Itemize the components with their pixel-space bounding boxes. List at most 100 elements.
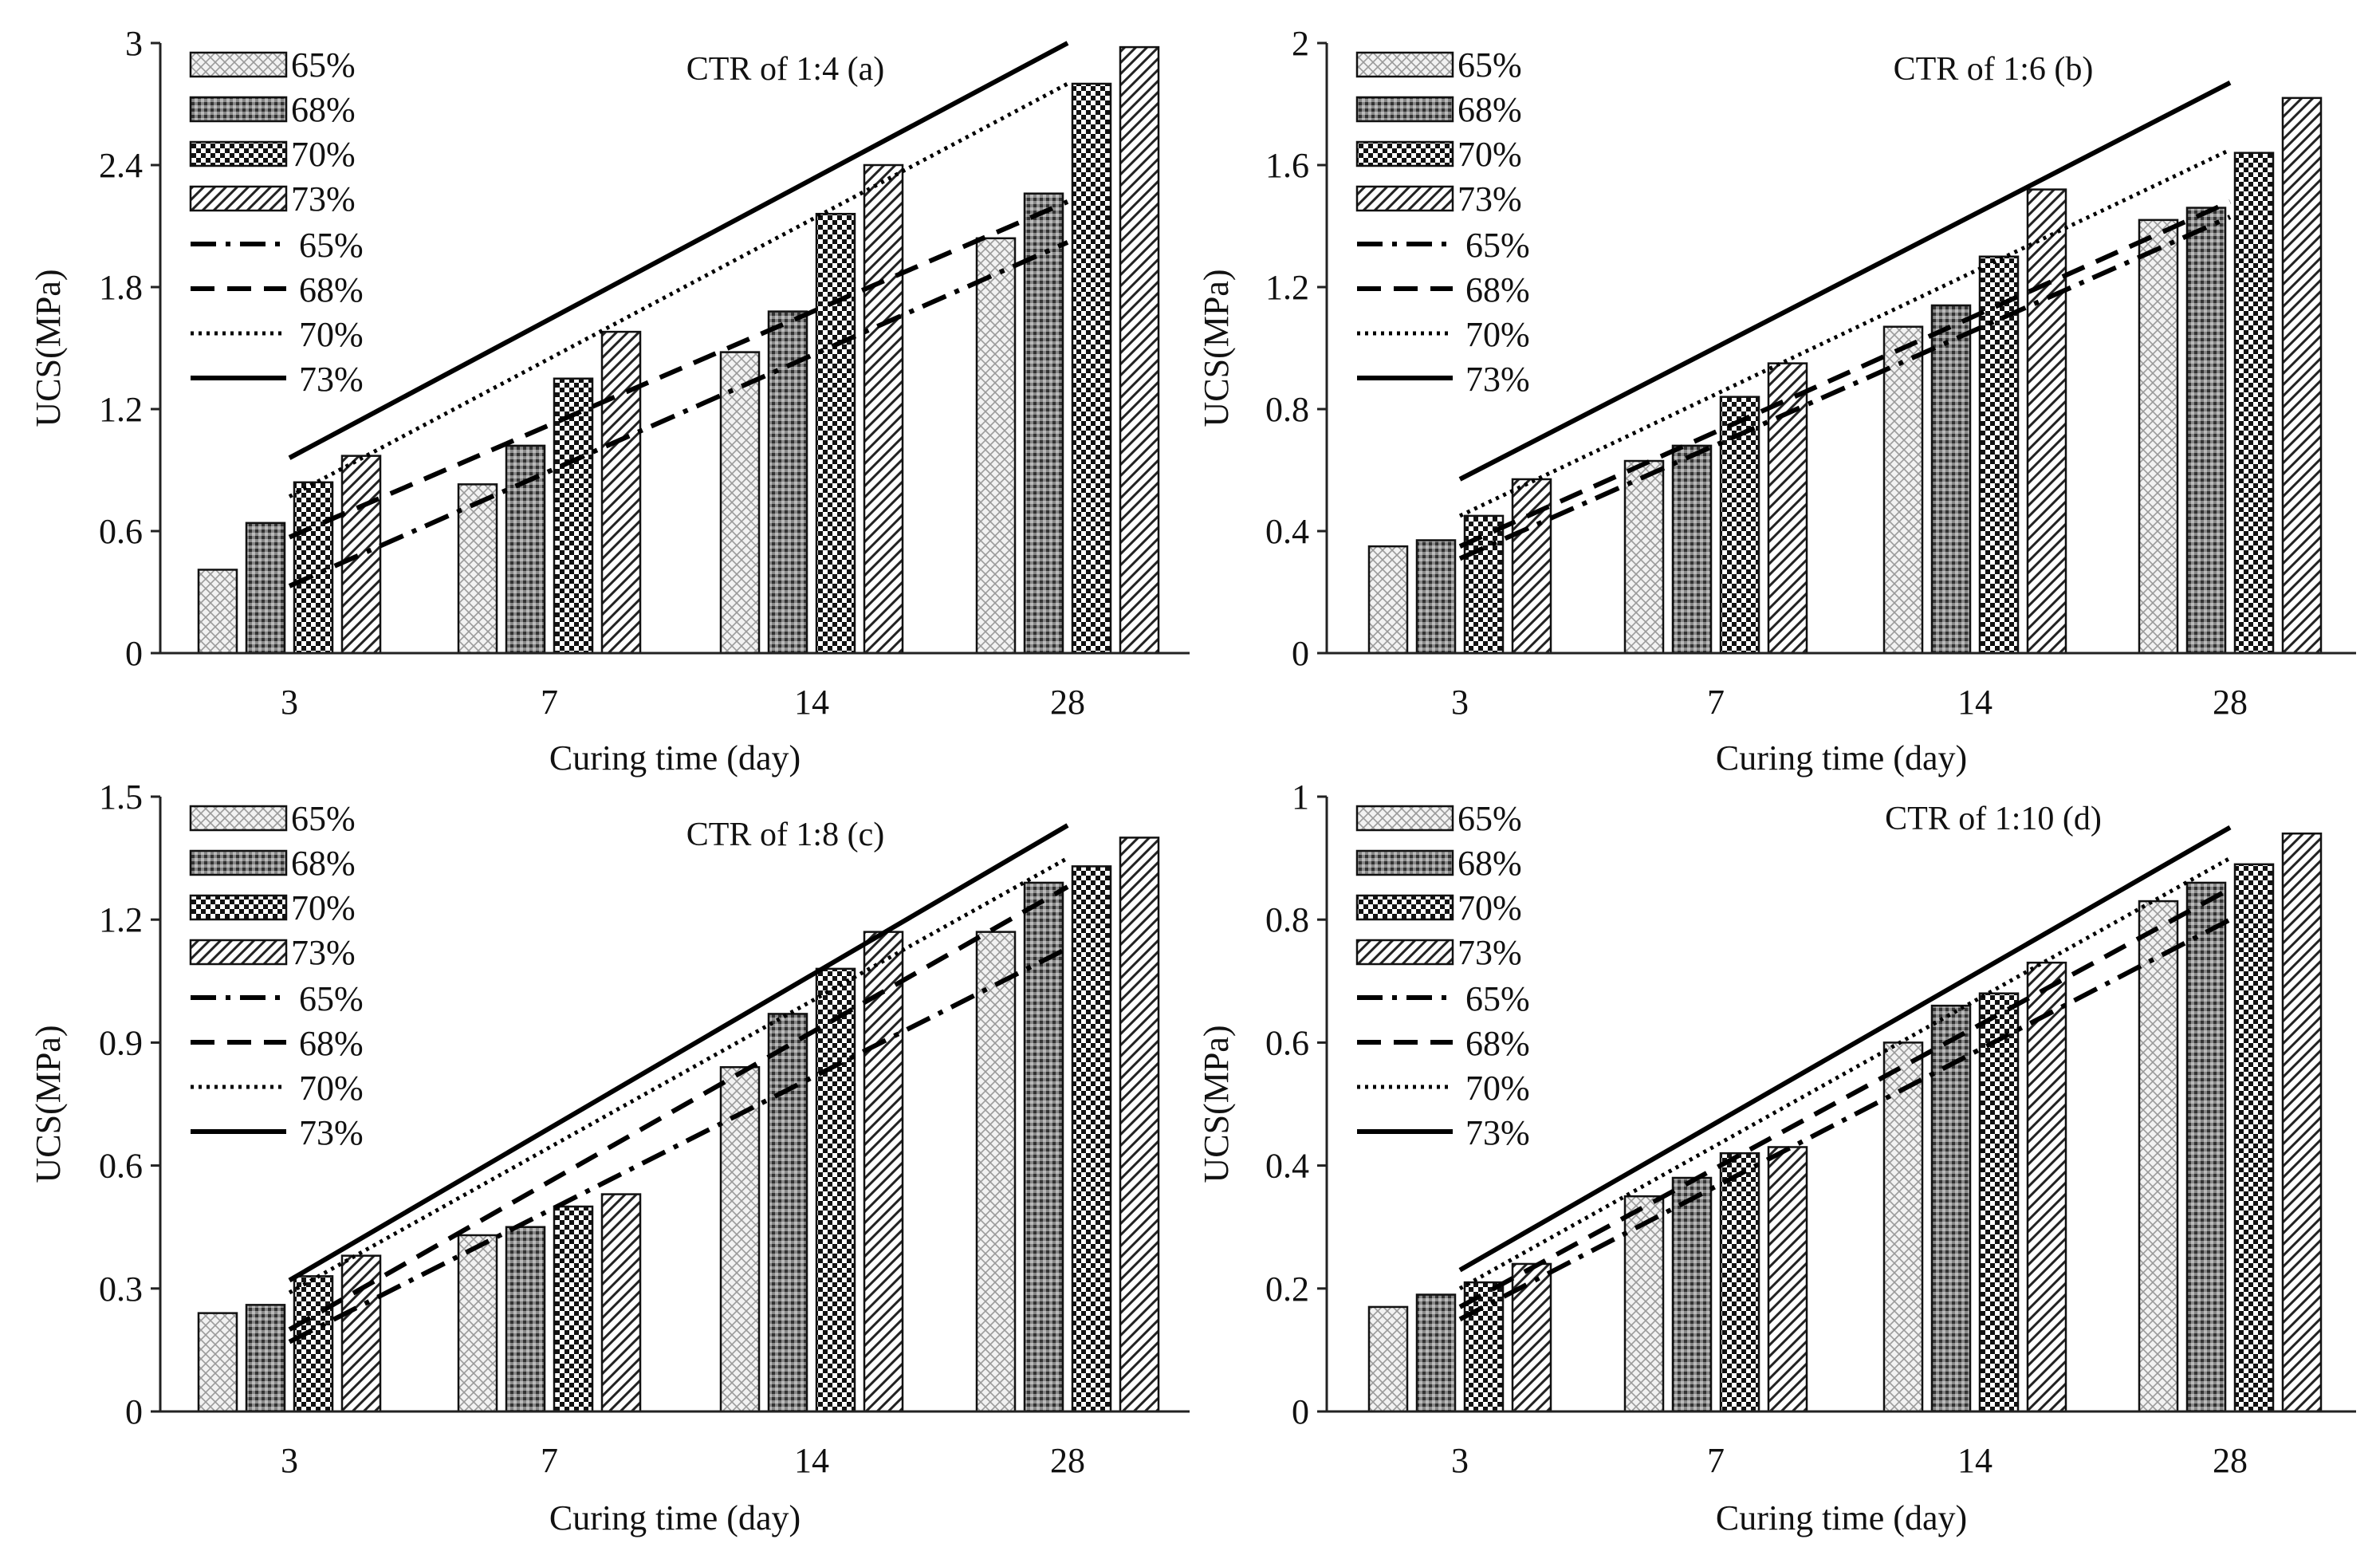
bar-65pct-day-3 bbox=[197, 1312, 238, 1413]
trendline-68pct bbox=[288, 199, 1069, 540]
bar-68pct-day-14 bbox=[1930, 1004, 1972, 1413]
legend-label: 65% bbox=[291, 45, 356, 85]
legend-swatch-bar bbox=[1355, 51, 1454, 78]
bar-70pct-day-28 bbox=[2233, 863, 2275, 1413]
trendline-73pct bbox=[1458, 81, 2232, 482]
bar-65pct-day-7 bbox=[1623, 1195, 1665, 1413]
y-tick-label: 0.8 bbox=[1265, 900, 1309, 939]
legend-label: 68% bbox=[299, 1024, 364, 1063]
legend-label: 70% bbox=[299, 315, 364, 354]
trendline-68pct bbox=[1458, 887, 2232, 1309]
bar-65pct-day-28 bbox=[2138, 218, 2179, 655]
trendline-70pct bbox=[288, 856, 1069, 1295]
legend-label: 73% bbox=[291, 179, 356, 218]
bar-65pct-day-14 bbox=[719, 1065, 761, 1413]
legend-swatch-bar bbox=[189, 96, 288, 123]
trendline-70pct bbox=[1458, 856, 2232, 1290]
legend: 65% 68% 70% 73% 65% 68% 70% 73% bbox=[1355, 799, 1530, 1152]
y-tick-label: 0.4 bbox=[1265, 512, 1309, 551]
bar-73pct-day-7 bbox=[1767, 1146, 1808, 1413]
y-tick-label: 0 bbox=[1292, 1392, 1309, 1431]
x-tick-label: 28 bbox=[1050, 683, 1085, 722]
bar-70pct-day-7 bbox=[1719, 1152, 1760, 1413]
y-tick-label: 0 bbox=[1292, 634, 1309, 673]
bar-68pct-day-7 bbox=[1671, 1176, 1713, 1413]
bar-68pct-day-3 bbox=[1415, 1293, 1457, 1413]
bar-73pct-day-14 bbox=[863, 931, 904, 1413]
bar-73pct-day-14 bbox=[863, 163, 904, 655]
chart-panel-d: 0 0.2 0.4 0.6 0.8 1 3 7 14 28 Curing time (day) UCS… bbox=[1197, 778, 2356, 1537]
legend-label: 68% bbox=[1458, 844, 1522, 883]
bar-70pct-day-7 bbox=[553, 1205, 594, 1413]
bar-70pct-day-14 bbox=[1978, 992, 2020, 1413]
bar-68pct-day-3 bbox=[245, 1304, 286, 1413]
bar-70pct-day-28 bbox=[2233, 152, 2275, 655]
trendline-65pct bbox=[1458, 917, 2232, 1322]
bar-68pct-day-14 bbox=[1930, 304, 1972, 655]
bar-68pct-day-3 bbox=[245, 522, 286, 655]
legend-swatch-bar bbox=[189, 185, 288, 212]
x-axis-label: Curing time (day) bbox=[549, 738, 801, 778]
y-axis-label: UCS(MPa) bbox=[29, 1025, 68, 1183]
bar-68pct-day-28 bbox=[2185, 207, 2227, 655]
legend-label: 73% bbox=[291, 933, 356, 972]
x-tick-label: 28 bbox=[2213, 683, 2248, 722]
legend-swatch-bar bbox=[1355, 805, 1454, 832]
x-tick-label: 7 bbox=[1707, 683, 1725, 722]
legend-label: 70% bbox=[1458, 135, 1522, 174]
bar-65pct-day-14 bbox=[719, 351, 761, 655]
bar-65pct-day-3 bbox=[1367, 1305, 1409, 1413]
legend-swatch-bar bbox=[189, 140, 288, 167]
chart-title: CTR of 1:8 (c) bbox=[686, 817, 884, 853]
bar-70pct-day-7 bbox=[1719, 396, 1760, 655]
bar-70pct-day-28 bbox=[1071, 865, 1112, 1413]
legend-label: 68% bbox=[1458, 90, 1522, 129]
trendline-73pct bbox=[288, 41, 1069, 460]
chart-panel-a: 0 0.6 1.2 1.8 2.4 3 3 7 14 28 Curing time (day) UCS… bbox=[29, 24, 1190, 778]
legend-label: 65% bbox=[291, 799, 356, 838]
bar-65pct-day-14 bbox=[1882, 1041, 1924, 1413]
legend-label: 73% bbox=[1465, 360, 1530, 399]
bar-68pct-day-14 bbox=[767, 310, 808, 655]
y-tick-label: 3 bbox=[125, 24, 143, 63]
legend-label: 70% bbox=[1465, 315, 1530, 354]
bar-68pct-day-3 bbox=[1415, 539, 1457, 655]
y-tick-label: 0.9 bbox=[99, 1023, 143, 1062]
bar-65pct-day-7 bbox=[457, 1234, 498, 1413]
trendline-73pct bbox=[288, 823, 1069, 1283]
bar-70pct-day-3 bbox=[1463, 1281, 1505, 1413]
y-tick-label: 0.6 bbox=[99, 1147, 143, 1186]
bar-68pct-day-28 bbox=[2185, 881, 2227, 1413]
legend-label: 70% bbox=[291, 888, 356, 927]
x-tick-label: 7 bbox=[1707, 1441, 1725, 1480]
y-tick-label: 0 bbox=[125, 634, 143, 673]
trendline-70pct bbox=[1458, 148, 2232, 518]
trendline-65pct bbox=[288, 946, 1069, 1344]
x-tick-label: 28 bbox=[2213, 1441, 2248, 1480]
bar-65pct-day-28 bbox=[975, 931, 1017, 1413]
legend-label: 73% bbox=[299, 360, 364, 399]
bar-70pct-day-3 bbox=[1463, 514, 1505, 655]
legend-swatch-bar bbox=[1355, 849, 1454, 876]
legend-label: 73% bbox=[1458, 179, 1522, 218]
bar-73pct-day-14 bbox=[2026, 961, 2067, 1413]
bar-73pct-day-3 bbox=[340, 1254, 382, 1413]
chart-panel-c: 0 0.3 0.6 0.9 1.2 1.5 3 7 14 28 Curing time (day) U… bbox=[29, 778, 1190, 1537]
legend: 65% 68% 70% 73% 65% 68% 70% 73% bbox=[1355, 45, 1530, 399]
legend-swatch-bar bbox=[189, 805, 288, 832]
bar-65pct-day-3 bbox=[1367, 545, 1409, 655]
x-tick-label: 14 bbox=[794, 683, 829, 722]
legend-swatch-bar bbox=[1355, 894, 1454, 921]
legend-label: 65% bbox=[1465, 979, 1530, 1018]
bar-70pct-day-28 bbox=[1071, 82, 1112, 655]
bar-73pct-day-28 bbox=[1119, 837, 1160, 1413]
legend-label: 68% bbox=[299, 270, 364, 309]
bar-73pct-day-14 bbox=[2026, 188, 2067, 655]
bar-73pct-day-28 bbox=[1119, 45, 1160, 655]
bar-65pct-day-7 bbox=[1623, 459, 1665, 655]
y-tick-label: 0.4 bbox=[1265, 1147, 1309, 1186]
bar-73pct-day-7 bbox=[600, 330, 642, 655]
x-axis-label: Curing time (day) bbox=[549, 1498, 801, 1537]
chart-panel-b: 0 0.4 0.8 1.2 1.6 2 3 7 14 28 Curing time (day) UCS… bbox=[1197, 24, 2356, 778]
x-tick-label: 3 bbox=[1451, 1441, 1469, 1480]
